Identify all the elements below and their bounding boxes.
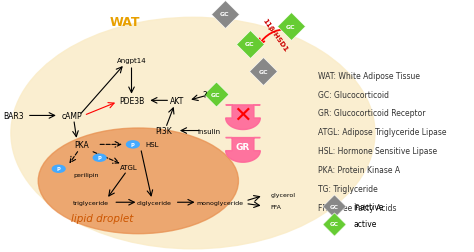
Text: GC: GC [211, 92, 220, 97]
Text: glycerol: glycerol [270, 193, 295, 197]
Text: GC: GC [329, 221, 338, 226]
Text: TG: Triglyceride: TG: Triglyceride [318, 184, 378, 193]
Text: ATGL: ATGL [120, 164, 138, 170]
Text: triglyceride: triglyceride [73, 200, 109, 205]
Text: AKT: AKT [170, 97, 184, 105]
Ellipse shape [11, 18, 375, 249]
Text: PDE3B: PDE3B [119, 97, 144, 105]
Text: WAT: WAT [109, 16, 140, 29]
Text: GC: GC [245, 42, 255, 47]
Text: GC: GC [329, 204, 338, 209]
Text: 11β-HSD1: 11β-HSD1 [261, 18, 289, 53]
Point [330, 222, 338, 226]
Text: active: active [353, 219, 376, 228]
Text: GC: GC [220, 12, 229, 17]
Text: Angpt14: Angpt14 [117, 58, 146, 64]
Text: ?: ? [202, 90, 207, 99]
Text: GC: GC [259, 70, 268, 75]
Circle shape [52, 166, 65, 173]
Ellipse shape [38, 129, 238, 234]
Text: P: P [57, 167, 61, 172]
Text: ATGL: Adipose Triglyceride Lipase: ATGL: Adipose Triglyceride Lipase [318, 128, 447, 137]
Text: GR: Glucocorticoid Receptor: GR: Glucocorticoid Receptor [318, 109, 426, 118]
Point [260, 70, 267, 74]
Text: WAT: White Adipose Tissue: WAT: White Adipose Tissue [318, 71, 420, 80]
Text: cAMP: cAMP [62, 111, 82, 120]
Text: P: P [98, 155, 101, 161]
Text: diglyceride: diglyceride [137, 200, 172, 205]
Text: PKA: PKA [74, 140, 89, 149]
Text: perilipin: perilipin [73, 172, 99, 177]
Point [212, 93, 219, 97]
Text: ✕: ✕ [234, 105, 252, 125]
Circle shape [127, 141, 139, 148]
Text: monoglyceride: monoglyceride [197, 200, 244, 205]
Text: GC: Glucocorticoid: GC: Glucocorticoid [318, 90, 389, 99]
Text: insulin: insulin [197, 128, 220, 134]
Polygon shape [226, 105, 260, 130]
Text: P: P [131, 142, 135, 147]
Point [221, 12, 228, 16]
Text: lipid droplet: lipid droplet [71, 213, 133, 223]
Text: GC: GC [286, 24, 296, 29]
Text: FFA: Free Fatty Acids: FFA: Free Fatty Acids [318, 203, 397, 212]
Text: FFA: FFA [270, 204, 281, 209]
Text: BAR3: BAR3 [3, 111, 24, 120]
Text: PKA: Protein Kinase A: PKA: Protein Kinase A [318, 165, 400, 174]
Polygon shape [226, 138, 260, 163]
Circle shape [93, 154, 106, 162]
Point [246, 43, 254, 47]
Text: inactive: inactive [353, 202, 383, 211]
Text: HSL: Hormone Sensitive Lipase: HSL: Hormone Sensitive Lipase [318, 147, 437, 155]
Text: PI3K: PI3K [155, 127, 172, 136]
Point [330, 204, 338, 208]
Text: HSL: HSL [145, 142, 159, 148]
Text: GR: GR [236, 142, 250, 151]
Point [287, 25, 294, 29]
